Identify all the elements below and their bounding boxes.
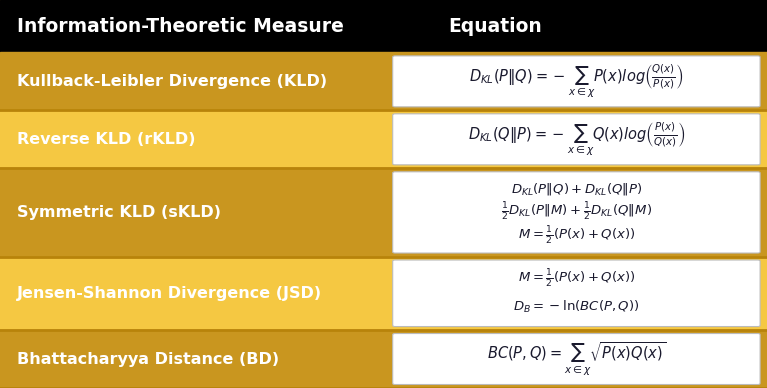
- FancyBboxPatch shape: [393, 260, 760, 327]
- Text: $D_{KL}(P\|Q) = -\sum_{x\in\chi} P(x)log\left(\frac{Q(x)}{P(x)}\right)$: $D_{KL}(P\|Q) = -\sum_{x\in\chi} P(x)log…: [469, 62, 684, 100]
- Text: Symmetric KLD (sKLD): Symmetric KLD (sKLD): [17, 205, 221, 220]
- Bar: [0, 52, 767, 110]
- Bar: [0, 110, 767, 168]
- Text: $M = \frac{1}{2}(P(x) + Q(x))$: $M = \frac{1}{2}(P(x) + Q(x))$: [518, 225, 635, 248]
- Bar: [0, 256, 767, 330]
- Text: $M = \frac{1}{2}(P(x) + Q(x))$: $M = \frac{1}{2}(P(x) + Q(x))$: [518, 268, 635, 290]
- Text: Jensen-Shannon Divergence (JSD): Jensen-Shannon Divergence (JSD): [17, 286, 322, 301]
- Text: Kullback-Leibler Divergence (KLD): Kullback-Leibler Divergence (KLD): [17, 74, 327, 89]
- FancyBboxPatch shape: [393, 56, 760, 107]
- Text: $D_B = -\ln(BC(P,Q))$: $D_B = -\ln(BC(P,Q))$: [513, 299, 640, 315]
- Text: $BC(P,Q) = \sum_{x\in\chi} \sqrt{P(x)Q(x)}$: $BC(P,Q) = \sum_{x\in\chi} \sqrt{P(x)Q(x…: [487, 340, 666, 378]
- Text: $\frac{1}{2}D_{KL}(P\|M) + \frac{1}{2}D_{KL}(Q\|M)$: $\frac{1}{2}D_{KL}(P\|M) + \frac{1}{2}D_…: [501, 201, 652, 223]
- FancyBboxPatch shape: [393, 334, 760, 385]
- Text: $D_{KL}(Q\|P) = -\sum_{x\in\chi} Q(x)log\left(\frac{P(x)}{Q(x)}\right)$: $D_{KL}(Q\|P) = -\sum_{x\in\chi} Q(x)log…: [468, 121, 685, 158]
- Text: Reverse KLD (rKLD): Reverse KLD (rKLD): [17, 132, 196, 147]
- Bar: [0, 0, 767, 52]
- FancyBboxPatch shape: [393, 172, 760, 253]
- Bar: [0, 330, 767, 388]
- Text: Information-Theoretic Measure: Information-Theoretic Measure: [17, 17, 344, 36]
- Text: $D_{KL}(P\|Q) + D_{KL}(Q\|P)$: $D_{KL}(P\|Q) + D_{KL}(Q\|P)$: [511, 180, 642, 196]
- Bar: [0, 168, 767, 256]
- FancyBboxPatch shape: [393, 114, 760, 165]
- Text: Bhattacharyya Distance (BD): Bhattacharyya Distance (BD): [17, 352, 279, 367]
- Text: Equation: Equation: [449, 17, 542, 36]
